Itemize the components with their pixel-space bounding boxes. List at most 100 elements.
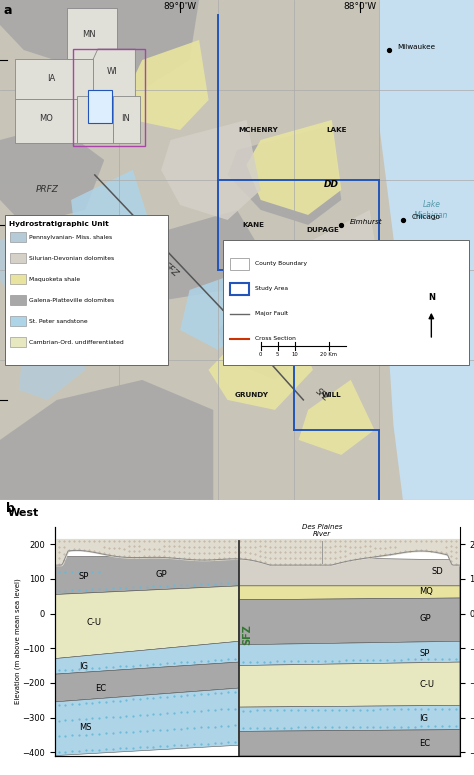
Text: Milwaukee: Milwaukee <box>397 44 435 50</box>
Text: KANE: KANE <box>243 222 264 228</box>
Bar <box>73 49 145 146</box>
Polygon shape <box>180 270 256 350</box>
Text: Lake
Michigan: Lake Michigan <box>414 200 448 219</box>
Text: Major Fault: Major Fault <box>255 312 288 316</box>
Text: MO: MO <box>39 114 53 122</box>
Text: SP: SP <box>419 649 429 658</box>
Text: Des Plaines
River: Des Plaines River <box>302 524 342 537</box>
Bar <box>10 232 26 243</box>
Polygon shape <box>15 60 93 99</box>
Text: 89°0'W: 89°0'W <box>164 2 197 12</box>
Polygon shape <box>93 49 136 99</box>
Bar <box>10 253 26 264</box>
Text: Cambrian-Ord. undifferentiated: Cambrian-Ord. undifferentiated <box>29 340 124 345</box>
Text: KENDALL: KENDALL <box>235 312 272 318</box>
Polygon shape <box>239 642 460 666</box>
Polygon shape <box>246 120 341 215</box>
Text: N: N <box>428 294 435 302</box>
Text: EC: EC <box>419 739 430 748</box>
Text: Study Area: Study Area <box>255 287 288 291</box>
Polygon shape <box>239 729 460 756</box>
Polygon shape <box>71 170 152 260</box>
Polygon shape <box>228 125 341 225</box>
Text: Joliet: Joliet <box>326 347 344 353</box>
Polygon shape <box>113 96 140 143</box>
Text: St. Peter sandstone: St. Peter sandstone <box>29 319 88 324</box>
Polygon shape <box>55 586 239 659</box>
Text: a: a <box>4 4 12 17</box>
Polygon shape <box>55 688 239 756</box>
Text: EC: EC <box>95 684 106 693</box>
Text: 88°0'W: 88°0'W <box>344 2 377 12</box>
Polygon shape <box>161 120 261 220</box>
Polygon shape <box>239 662 460 707</box>
Polygon shape <box>78 96 113 143</box>
Text: C-U: C-U <box>87 618 102 627</box>
Polygon shape <box>209 320 313 410</box>
Text: IG: IG <box>419 714 428 723</box>
Polygon shape <box>0 0 199 90</box>
Text: West: West <box>8 508 39 518</box>
Text: Maquoketa shale: Maquoketa shale <box>29 277 81 282</box>
Text: SD: SD <box>431 567 443 576</box>
Text: GRUNDY: GRUNDY <box>234 392 268 398</box>
Polygon shape <box>0 380 213 500</box>
Text: SFZ: SFZ <box>314 387 331 403</box>
Polygon shape <box>128 40 209 130</box>
Bar <box>230 283 249 295</box>
Bar <box>5 215 168 365</box>
Polygon shape <box>66 8 117 60</box>
Text: Hydrostratigraphic Unit: Hydrostratigraphic Unit <box>9 221 109 227</box>
Polygon shape <box>19 310 85 400</box>
Text: LAKE: LAKE <box>326 127 347 133</box>
Bar <box>10 274 26 284</box>
Bar <box>223 240 469 365</box>
Polygon shape <box>308 210 379 300</box>
Bar <box>230 258 249 270</box>
Text: Galena-Platteville dolomites: Galena-Platteville dolomites <box>29 298 115 303</box>
Text: SFZ: SFZ <box>242 624 252 645</box>
Text: Cross Section: Cross Section <box>255 336 296 342</box>
Polygon shape <box>118 210 261 300</box>
Text: Silurian-Devonian dolomites: Silurian-Devonian dolomites <box>29 256 115 261</box>
Text: MQ: MQ <box>419 587 433 596</box>
Text: IG: IG <box>79 662 88 670</box>
Text: SFZ: SFZ <box>161 261 180 279</box>
Polygon shape <box>15 99 78 143</box>
Text: DD: DD <box>324 181 339 189</box>
Text: 20 Km: 20 Km <box>320 352 337 357</box>
Text: C-U: C-U <box>419 680 434 689</box>
Polygon shape <box>239 586 460 600</box>
Polygon shape <box>0 125 104 225</box>
Text: b: b <box>6 502 15 515</box>
Text: MN: MN <box>82 29 95 39</box>
Bar <box>10 316 26 326</box>
Text: COOK: COOK <box>344 312 367 318</box>
Polygon shape <box>239 705 460 732</box>
Polygon shape <box>379 0 474 500</box>
Polygon shape <box>239 598 460 645</box>
Bar <box>10 337 26 347</box>
Text: IL: IL <box>91 111 98 120</box>
Text: SP: SP <box>79 572 89 581</box>
Y-axis label: Elevation (m above mean sea level): Elevation (m above mean sea level) <box>14 578 20 704</box>
Polygon shape <box>55 662 239 702</box>
Polygon shape <box>55 642 239 674</box>
Text: WI: WI <box>107 67 117 76</box>
Polygon shape <box>95 250 166 350</box>
Text: WILL: WILL <box>322 392 342 398</box>
Text: IN: IN <box>121 114 130 122</box>
Text: Pennsylvanian- Miss. shales: Pennsylvanian- Miss. shales <box>29 235 112 240</box>
Polygon shape <box>299 380 374 455</box>
Text: 10: 10 <box>292 352 298 357</box>
Text: GP: GP <box>419 615 431 623</box>
Polygon shape <box>55 556 239 594</box>
Text: DUPAGE: DUPAGE <box>306 227 339 233</box>
Bar <box>10 295 26 305</box>
Polygon shape <box>0 215 95 325</box>
Text: GP: GP <box>156 570 167 579</box>
Text: 5: 5 <box>276 352 280 357</box>
Text: 0: 0 <box>259 352 263 357</box>
Polygon shape <box>218 290 322 380</box>
Polygon shape <box>239 556 460 586</box>
